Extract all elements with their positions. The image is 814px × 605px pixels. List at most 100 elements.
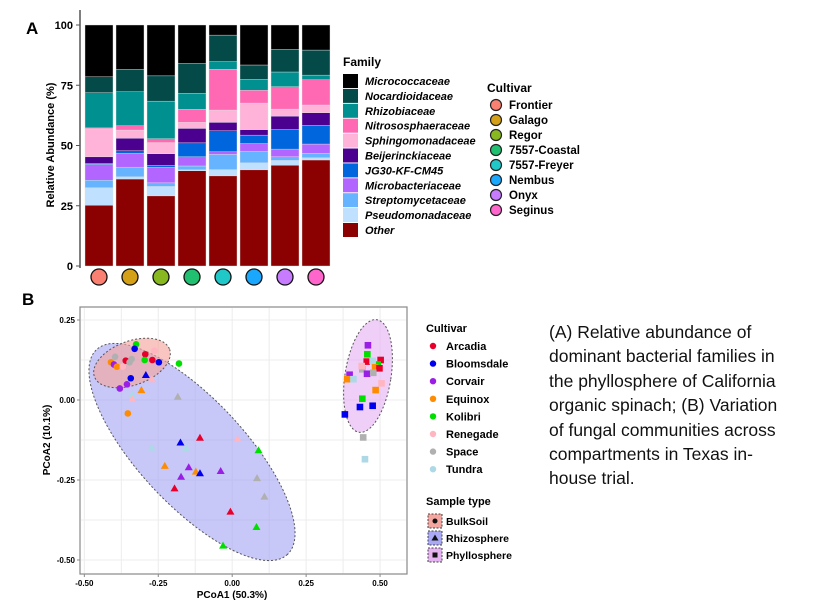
point-phyllosphere-tundra: [361, 455, 369, 463]
bar-segment-nitrososphaeraceae: [208, 69, 238, 111]
cultivar-legend-label: 7557-Freyer: [509, 160, 574, 172]
bar-segment-micrococcaceae: [84, 24, 114, 78]
bar-segment-sphingomonadaceae: [84, 128, 114, 158]
cultivar-legend-marker: [489, 113, 503, 127]
cultivar-marker-seginus: [307, 268, 325, 286]
point-phyllosphere-corvair: [346, 371, 353, 379]
point-bulksoil-arcadia: [141, 350, 149, 358]
bar-y-tick-label: 75: [61, 80, 73, 92]
bar-segment-sphingomonadaceae: [115, 129, 145, 139]
cultivar-legend-label: Frontier: [509, 100, 553, 112]
point-phyllosphere-kolibri: [364, 350, 371, 358]
bar-segment-jg30-kf-cm45: [115, 150, 145, 154]
caption-line: (A) Relative abundance of: [549, 322, 752, 342]
triangle-marker-icon: [431, 534, 439, 541]
cultivar-marker-onyx: [276, 268, 294, 286]
bar-segment-other: [177, 170, 207, 267]
point-bulksoil-bloomsdale: [155, 358, 163, 366]
bar-segment-streptomycetaceae: [239, 151, 269, 164]
family-legend-label: Nocardioidaceae: [365, 91, 453, 103]
bar-segment-microbacteriaceae: [146, 167, 176, 184]
scatter-cultivar-legend-label: Kolibri: [446, 411, 481, 423]
scatter-cultivar-legend-marker: [429, 342, 437, 350]
family-legend-label: Pseudomonadaceae: [365, 210, 471, 222]
point-rhizosphere-equinox: [191, 467, 200, 475]
scatter-cultivar-legend-label: Tundra: [446, 464, 483, 476]
bar-segment-other: [270, 165, 300, 267]
cultivar-legend-marker: [489, 173, 503, 187]
point-phyllosphere-arcadia: [363, 358, 371, 365]
point-bulksoil-corvair: [123, 381, 131, 388]
family-legend-swatch: [343, 208, 358, 223]
bar-segment-beijerinckiaceae: [84, 156, 114, 164]
family-legend-swatch: [343, 103, 358, 118]
family-legend-label: Other: [365, 225, 395, 237]
family-legend-label: Microbacteriaceae: [365, 180, 461, 192]
sample-type-legend-title: Sample type: [426, 496, 491, 508]
bar-segment-rhizobiaceae: [270, 71, 300, 87]
point-phyllosphere-corvair: [363, 370, 371, 378]
point-bulksoil-arcadia: [149, 356, 156, 364]
point-rhizosphere-bloomsdale: [141, 371, 150, 379]
sample-type-legend-label: Phyllosphere: [446, 550, 512, 562]
scatter-cultivar-legend-label: Arcadia: [446, 341, 487, 353]
point-phyllosphere-bloomsdale: [369, 402, 376, 410]
bar-segment-nitrososphaeraceae: [270, 86, 300, 110]
bar-segment-nocardioidaceae: [270, 49, 300, 73]
family-legend-label: Sphingomonadaceae: [365, 136, 476, 148]
bar-segment-nitrososphaeraceae: [301, 79, 331, 106]
point-rhizosphere-space: [260, 492, 269, 500]
point-rhizosphere-space: [173, 392, 182, 400]
pcoa-scatter-plot: -0.50 -0.25 0.00 0.25 0.50 0.25 0.00 -0.25 -0.50: [57, 306, 408, 588]
bar-segment-sphingomonadaceae: [208, 109, 238, 123]
cultivar-legend-label: Seginus: [509, 205, 554, 217]
bar-segment-micrococcaceae: [270, 24, 300, 50]
scatter-cultivar-legend-label: Equinox: [446, 394, 490, 406]
point-rhizosphere-tundra: [128, 390, 137, 398]
square-marker-icon: [432, 552, 438, 558]
point-rhizosphere-tundra: [147, 443, 156, 451]
family-legend-swatch: [343, 74, 358, 88]
family-legend-label: Beijerinckiaceae: [365, 151, 451, 163]
bar-y-tick-label: 50: [61, 141, 73, 153]
cultivar-legend-title: Cultivar: [487, 81, 532, 95]
bar-segment-other: [301, 159, 331, 267]
bar-segment-nocardioidaceae: [208, 34, 238, 62]
family-legend-label: Nitrososphaeraceae: [365, 121, 470, 133]
caption-line: house trial.: [549, 468, 635, 489]
bar-segment-jg30-kf-cm45: [301, 125, 331, 145]
bar-segment-nocardioidaceae: [301, 49, 331, 76]
bar-segment-nocardioidaceae: [115, 69, 145, 92]
bar-segment-streptomycetaceae: [84, 180, 114, 188]
cultivar-marker-galago: [121, 268, 139, 286]
point-rhizosphere-renegade: [147, 375, 156, 383]
scatter-cultivar-legend-marker: [429, 466, 437, 473]
point-phyllosphere-renegade: [378, 380, 385, 387]
point-phyllosphere-equinox: [371, 364, 379, 371]
bar-segment-microbacteriaceae: [115, 153, 145, 168]
point-phyllosphere-tundra: [369, 357, 376, 365]
point-phyllosphere-equinox: [372, 386, 379, 394]
bar-segment-streptomycetaceae: [115, 166, 145, 178]
bar-segment-streptomycetaceae: [146, 182, 176, 187]
cultivar-marker-7557-coastal: [183, 268, 201, 286]
y-tick-label: -0.50: [57, 556, 76, 565]
scatter-x-axis-label: PCoA1 (50.3%): [197, 590, 268, 601]
cultivar-legend-label: Regor: [509, 130, 543, 142]
point-phyllosphere-bloomsdale: [356, 403, 364, 411]
bar-segment-nocardioidaceae: [177, 63, 207, 94]
bar-segment-jg30-kf-cm45: [208, 130, 238, 152]
bar-segment-beijerinckiaceae: [115, 138, 145, 152]
cultivar-legend-marker: [489, 203, 503, 217]
bar-segment-nocardioidaceae: [84, 76, 114, 93]
bar-segment-sphingomonadaceae: [301, 104, 331, 113]
bar-segment-rhizobiaceae: [146, 100, 176, 139]
cultivar-legend-marker: [489, 98, 503, 112]
scatter-cultivar-legend-label: Renegade: [446, 429, 499, 441]
scatter-cultivar-legend-marker: [429, 430, 437, 438]
scatter-cultivar-legend-marker: [429, 448, 437, 455]
scatter-legends: Arcadia Bloomsdale Corvair Equinox Kolibri Re…: [427, 341, 512, 563]
cultivar-marker-7557-freyer: [214, 268, 232, 286]
point-phyllosphere-arcadia: [376, 365, 383, 372]
family-legend-swatch: [343, 223, 358, 237]
